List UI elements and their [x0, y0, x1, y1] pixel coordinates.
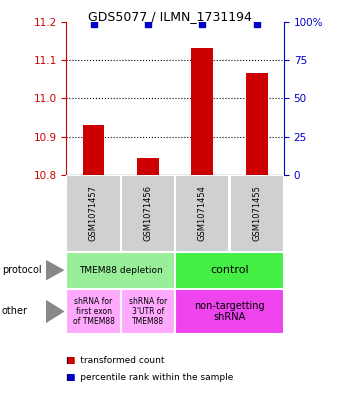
- Polygon shape: [46, 300, 65, 323]
- Polygon shape: [46, 260, 65, 281]
- Text: GSM1071456: GSM1071456: [143, 185, 152, 241]
- Bar: [175, 289, 284, 334]
- Bar: [175, 252, 284, 289]
- Bar: [83, 125, 104, 175]
- Text: ■  percentile rank within the sample: ■ percentile rank within the sample: [66, 373, 234, 382]
- Text: other: other: [2, 307, 28, 316]
- Text: ■: ■: [66, 356, 75, 365]
- Bar: [66, 289, 121, 334]
- Bar: [230, 175, 284, 252]
- Text: control: control: [210, 265, 249, 275]
- Bar: [66, 175, 121, 252]
- Bar: [246, 73, 268, 175]
- Bar: [175, 175, 230, 252]
- Text: non-targetting
shRNA: non-targetting shRNA: [194, 301, 265, 322]
- Text: GSM1071454: GSM1071454: [198, 185, 207, 241]
- Bar: [66, 252, 175, 289]
- Text: TMEM88 depletion: TMEM88 depletion: [79, 266, 163, 275]
- Text: GSM1071455: GSM1071455: [252, 185, 261, 241]
- Text: shRNA for
3'UTR of
TMEM88: shRNA for 3'UTR of TMEM88: [129, 297, 167, 326]
- Text: ■: ■: [66, 373, 75, 382]
- Bar: [137, 158, 159, 175]
- Bar: [191, 48, 213, 175]
- Bar: [121, 175, 175, 252]
- Bar: [121, 289, 175, 334]
- Text: shRNA for
first exon
of TMEM88: shRNA for first exon of TMEM88: [72, 297, 115, 326]
- Text: protocol: protocol: [2, 265, 41, 275]
- Text: ■  transformed count: ■ transformed count: [66, 356, 165, 365]
- Text: GSM1071457: GSM1071457: [89, 185, 98, 241]
- Text: GDS5077 / ILMN_1731194: GDS5077 / ILMN_1731194: [88, 10, 252, 23]
